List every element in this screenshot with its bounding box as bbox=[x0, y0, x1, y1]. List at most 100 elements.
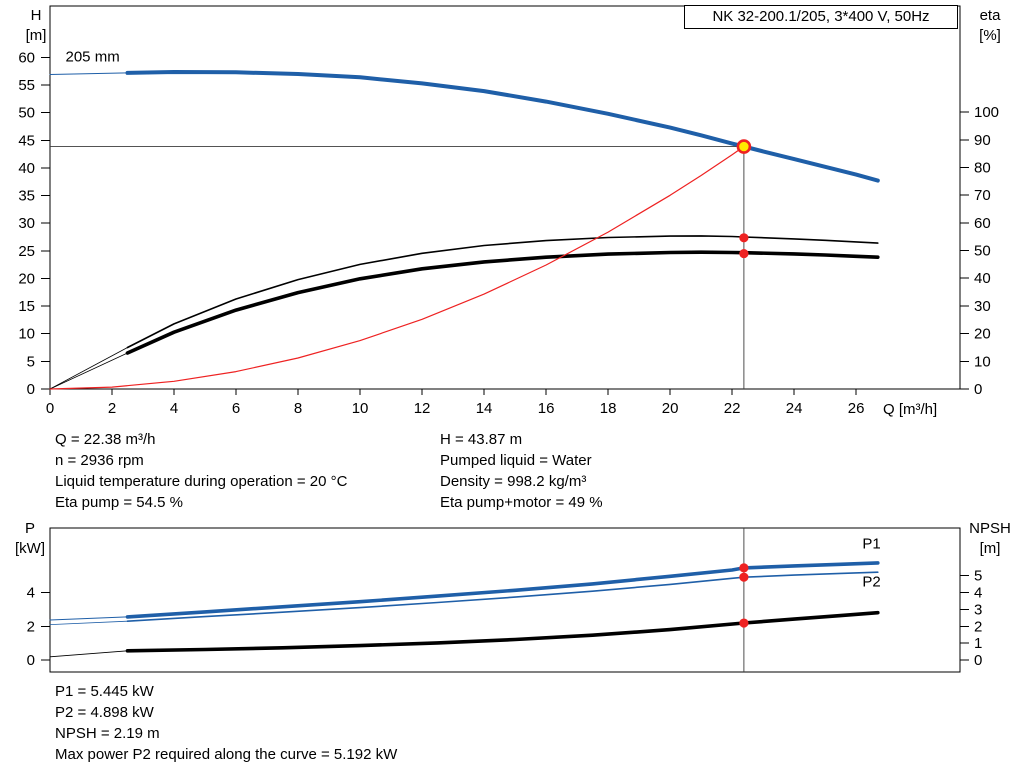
curve-p1-curve bbox=[125, 561, 880, 619]
y-left-tick-label: 2 bbox=[27, 618, 35, 635]
y-left-tick-label: 25 bbox=[18, 243, 35, 260]
curve-p2-leadin bbox=[49, 620, 128, 625]
x-tick-label: 12 bbox=[414, 400, 431, 417]
info-npsh: NPSH = 2.19 m bbox=[55, 725, 160, 742]
x-tick-label: 24 bbox=[786, 400, 803, 417]
y-left-tick-label: 0 bbox=[27, 381, 35, 398]
q-axis-label: Q [m³/h] bbox=[883, 401, 938, 418]
info-p1: P1 = 5.445 kW bbox=[55, 683, 154, 700]
y-right-tick-label: 3 bbox=[974, 601, 982, 618]
curve-point-marker bbox=[739, 233, 749, 243]
eta-axis-unit: [%] bbox=[979, 27, 1001, 44]
power-info-column: P1 = 5.445 kW P2 = 4.898 kW NPSH = 2.19 … bbox=[55, 681, 397, 765]
curve-eta-pump-leadin bbox=[49, 347, 128, 390]
y-right-tick-label: 90 bbox=[974, 132, 991, 149]
curve-eta-pump-motor-leadin bbox=[49, 352, 128, 390]
y-right-tick-label: 10 bbox=[974, 353, 991, 370]
y-right-tick-label: 1 bbox=[974, 635, 982, 652]
y-right-tick-label: 100 bbox=[974, 104, 999, 121]
curve-point-marker bbox=[739, 248, 749, 259]
duty-info-left-column: Q = 22.38 m³/h n = 2936 rpm Liquid tempe… bbox=[55, 429, 347, 513]
annotation-p2: P2 bbox=[862, 573, 880, 590]
x-tick-label: 10 bbox=[352, 400, 369, 417]
y-right-tick-label: 80 bbox=[974, 159, 991, 176]
y-left-tick-label: 4 bbox=[27, 584, 35, 601]
p-axis-symbol: P bbox=[24, 520, 35, 537]
y-right-tick-label: 60 bbox=[974, 215, 991, 232]
annotation-p1: P1 bbox=[862, 535, 880, 552]
npsh-axis-header: NPSH [m] bbox=[962, 519, 1018, 559]
info-density: Density = 998.2 kg/m³ bbox=[440, 473, 587, 490]
duty-point-marker bbox=[736, 139, 752, 154]
curve-npsh-leadin bbox=[49, 650, 128, 658]
x-tick-label: 26 bbox=[848, 400, 865, 417]
y-right-tick-label: 4 bbox=[974, 584, 982, 601]
x-tick-label: 14 bbox=[476, 400, 493, 417]
curve-p1-leadin bbox=[49, 616, 128, 621]
curve-point-marker bbox=[739, 563, 749, 573]
curve-p2-curve bbox=[126, 571, 879, 623]
x-tick-label: 20 bbox=[662, 400, 679, 417]
h-axis-symbol: H bbox=[30, 7, 42, 24]
y-right-tick-label: 40 bbox=[974, 270, 991, 287]
y-right-tick-label: 5 bbox=[974, 567, 982, 584]
y-left-tick-label: 30 bbox=[18, 215, 35, 232]
y-left-tick-label: 10 bbox=[18, 326, 35, 343]
curve-point-marker bbox=[739, 618, 749, 628]
curve-point-marker bbox=[739, 572, 749, 582]
y-right-tick-label: 2 bbox=[974, 618, 982, 635]
npsh-axis-symbol: NPSH bbox=[969, 520, 1011, 537]
y-left-tick-label: 50 bbox=[18, 105, 35, 122]
y-left-tick-label: 5 bbox=[27, 353, 35, 370]
x-tick-label: 8 bbox=[294, 400, 302, 417]
info-eta-pump-motor: Eta pump+motor = 49 % bbox=[440, 494, 603, 511]
x-tick-label: 2 bbox=[108, 400, 116, 417]
x-tick-label: 0 bbox=[46, 400, 54, 417]
duty-info-right-column: H = 43.87 m Pumped liquid = Water Densit… bbox=[440, 429, 603, 513]
info-speed: n = 2936 rpm bbox=[55, 452, 144, 469]
y-left-tick-label: 35 bbox=[18, 188, 35, 205]
pump-model-title: NK 32-200.1/205, 3*400 V, 50Hz bbox=[684, 5, 958, 29]
y-left-tick-label: 55 bbox=[18, 77, 35, 94]
y-right-tick-label: 30 bbox=[974, 298, 991, 315]
y-left-tick-label: 60 bbox=[18, 49, 35, 66]
info-pumped-liquid: Pumped liquid = Water bbox=[440, 452, 592, 469]
y-right-tick-label: 0 bbox=[974, 652, 982, 669]
eta-axis-header: eta [%] bbox=[966, 6, 1014, 46]
curve-head-curve-leadin bbox=[49, 72, 128, 75]
x-tick-label: 18 bbox=[600, 400, 617, 417]
info-max-power: Max power P2 required along the curve = … bbox=[55, 746, 398, 763]
info-head: H = 43.87 m bbox=[440, 431, 523, 448]
h-axis-unit: [m] bbox=[25, 27, 47, 44]
y-left-tick-label: 20 bbox=[18, 270, 35, 287]
y-right-tick-label: 0 bbox=[974, 381, 982, 398]
y-left-tick-label: 40 bbox=[18, 160, 35, 177]
p-axis-header: P [kW] bbox=[6, 519, 54, 559]
npsh-axis-unit: [m] bbox=[979, 540, 1001, 557]
y-right-tick-label: 20 bbox=[974, 326, 991, 343]
x-tick-label: 4 bbox=[170, 400, 178, 417]
curve-eta-pump-curve bbox=[126, 235, 879, 349]
info-flow: Q = 22.38 m³/h bbox=[55, 431, 156, 448]
annotation-205-mm: 205 mm bbox=[66, 48, 120, 65]
curve-npsh-curve bbox=[125, 610, 880, 653]
x-tick-label: 16 bbox=[538, 400, 555, 417]
p-axis-unit: [kW] bbox=[15, 540, 45, 557]
y-left-tick-label: 45 bbox=[18, 132, 35, 149]
chart-frame bbox=[49, 5, 961, 390]
info-liquid-temperature: Liquid temperature during operation = 20… bbox=[55, 473, 348, 490]
h-axis-header: H [m] bbox=[14, 6, 58, 46]
y-right-tick-label: 50 bbox=[974, 243, 991, 260]
chart-frame bbox=[49, 527, 961, 673]
x-tick-label: 22 bbox=[724, 400, 741, 417]
eta-axis-symbol: eta bbox=[979, 7, 1001, 24]
curve-eta-pump-motor-curve bbox=[125, 250, 880, 355]
y-left-tick-label: 0 bbox=[27, 652, 35, 669]
curve-system-curve bbox=[49, 145, 745, 390]
info-eta-pump: Eta pump = 54.5 % bbox=[55, 494, 183, 511]
x-tick-label: 6 bbox=[232, 400, 240, 417]
y-left-tick-label: 15 bbox=[18, 298, 35, 315]
curve-head-curve-205mm bbox=[125, 70, 880, 183]
